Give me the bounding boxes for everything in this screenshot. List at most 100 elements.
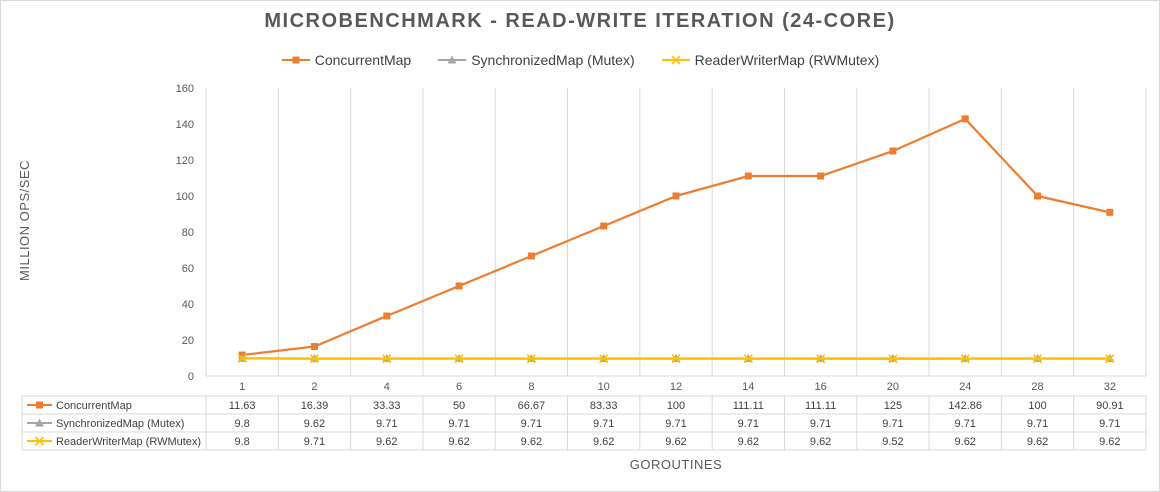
y-tick-label: 140: [176, 119, 194, 131]
x-tick-label: 24: [959, 381, 971, 393]
table-cell: 9.71: [810, 418, 831, 430]
legend-key: [438, 55, 467, 64]
legend-label: ConcurrentMap: [314, 52, 412, 68]
x-tick-label: 6: [456, 381, 462, 393]
x-tick-label: 4: [384, 381, 390, 393]
data-point: [237, 353, 247, 363]
table-series-name: ConcurrentMap: [56, 400, 132, 412]
table-legend-key-marker: [35, 418, 44, 427]
series-2: [237, 353, 1115, 364]
data-point: [383, 312, 391, 320]
table-cell: 33.33: [373, 400, 401, 412]
legend-entry: ConcurrentMap: [281, 52, 412, 68]
table-cell: 9.8: [235, 418, 250, 430]
data-point: [672, 192, 680, 200]
table-cell: 100: [667, 400, 685, 412]
table-cell: 9.71: [738, 418, 759, 430]
x-tick-label: 16: [814, 381, 826, 393]
x-tick-label: 1: [239, 381, 245, 393]
table-cell: 9.71: [665, 418, 686, 430]
data-point: [1105, 354, 1115, 364]
x-tick-label: 2: [311, 381, 317, 393]
table-cell: 9.62: [593, 436, 614, 448]
table-cell: 83.33: [590, 400, 618, 412]
data-point: [382, 354, 392, 364]
table-cell: 9.71: [955, 418, 976, 430]
table-cell: 9.62: [376, 436, 397, 448]
data-point: [888, 354, 898, 364]
legend-label: ReaderWriterMap (RWMutex): [694, 52, 880, 68]
data-point: [309, 353, 320, 364]
table-cell: 9.62: [1027, 436, 1048, 448]
y-tick-label: 80: [182, 227, 194, 239]
table-cell: 50: [453, 400, 465, 412]
table-cell: 9.62: [665, 436, 686, 448]
x-tick-label: 8: [528, 381, 534, 393]
legend-key-marker: [671, 55, 681, 65]
table-cell: 111.11: [733, 400, 764, 412]
table-cell: 9.71: [1027, 418, 1048, 430]
y-tick-label: 120: [176, 155, 194, 167]
x-tick-label: 20: [887, 381, 899, 393]
table-cell: 9.62: [304, 418, 325, 430]
table-cell: 9.71: [376, 418, 397, 430]
table-cell: 9.71: [304, 436, 325, 448]
table-cell: 9.71: [593, 418, 614, 430]
table-cell: 11.63: [229, 400, 256, 412]
table-series-name: ReaderWriterMap (RWMutex): [56, 436, 201, 448]
chart-title: MICROBENCHMARK - READ-WRITE ITERATION (2…: [264, 10, 896, 32]
legend-label: SynchronizedMap (Mutex): [471, 52, 635, 68]
y-tick-label: 60: [182, 263, 194, 275]
legend-entry: ReaderWriterMap (RWMutex): [661, 52, 880, 68]
y-tick-label: 0: [188, 371, 194, 383]
table-cell: 100: [1028, 400, 1046, 412]
table-cell: 142.86: [948, 400, 982, 412]
data-point: [526, 354, 536, 364]
table-cell: 16.39: [301, 400, 329, 412]
table-legend-key-marker: [34, 436, 45, 446]
table-cell: 111.11: [805, 400, 836, 412]
table-legend-key-marker: [36, 401, 43, 409]
table-cell: 90.91: [1096, 400, 1124, 412]
data-point: [454, 354, 464, 364]
table-cell: 9.62: [1099, 436, 1120, 448]
data-point: [1032, 354, 1043, 364]
x-tick-label: 28: [1031, 381, 1043, 393]
table-cell: 9.71: [521, 418, 542, 430]
table-cell: 9.8: [235, 436, 250, 448]
data-point: [960, 354, 970, 364]
y-tick-label: 160: [176, 83, 194, 95]
data-point: [743, 354, 753, 364]
table-cell: 9.52: [882, 436, 903, 448]
table-cell: 9.71: [448, 418, 469, 430]
legend-key-marker: [292, 56, 300, 64]
x-tick-label: 32: [1104, 381, 1116, 393]
data-point: [671, 354, 681, 364]
table-cell: 9.62: [738, 436, 759, 448]
data-point: [1034, 192, 1042, 200]
data-point: [527, 252, 535, 260]
data-point: [817, 172, 825, 180]
data-point: [600, 222, 608, 230]
data-point: [961, 115, 969, 123]
series-0: [238, 115, 1114, 359]
x-tick-label: 10: [598, 381, 610, 393]
series-line: [242, 117, 1111, 357]
table-cell: 9.62: [448, 436, 469, 448]
data-point: [1106, 208, 1114, 216]
legend-key: [661, 55, 690, 65]
data-point: [744, 172, 752, 180]
legend-entry: SynchronizedMap (Mutex): [437, 52, 635, 68]
table-cell: 125: [884, 400, 902, 412]
x-tick-label: 14: [742, 381, 754, 393]
data-point: [455, 282, 463, 290]
legend-key-marker: [447, 55, 457, 64]
table-cell: 9.71: [1099, 418, 1120, 430]
legend-key: [281, 56, 310, 64]
y-tick-label: 100: [176, 191, 194, 203]
data-point: [889, 147, 897, 155]
table-cell: 9.62: [955, 436, 976, 448]
table-cell: 9.62: [810, 436, 831, 448]
